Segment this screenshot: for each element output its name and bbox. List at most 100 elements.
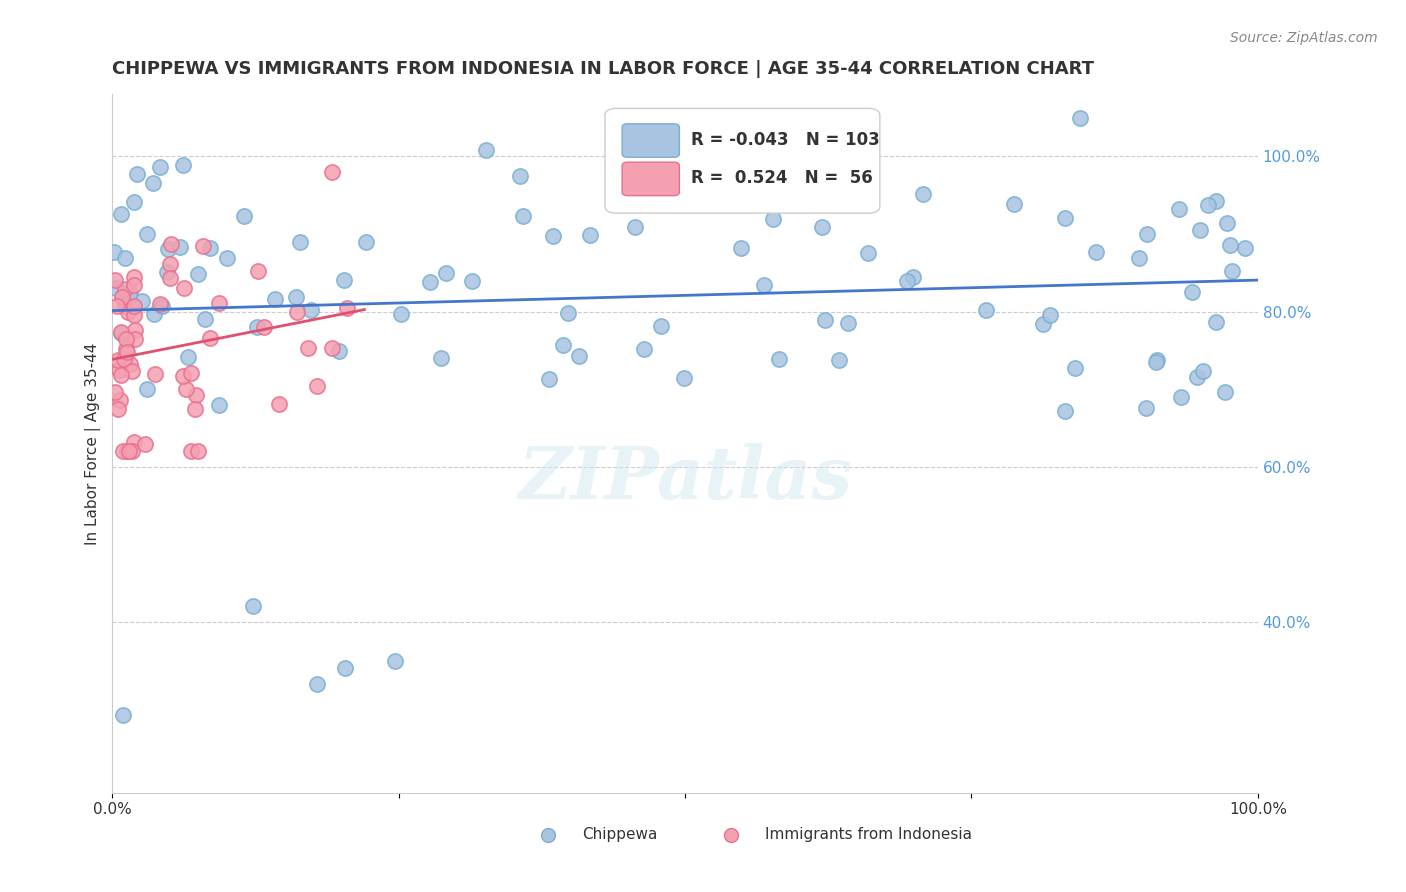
- Point: [124, 332, 146, 346]
- Point: [184, 402, 207, 417]
- Point: [124, 323, 146, 337]
- Point: [110, 207, 132, 221]
- Point: [118, 288, 141, 302]
- Point: [1187, 370, 1209, 384]
- Point: [104, 281, 127, 295]
- Text: Immigrants from Indonesia: Immigrants from Indonesia: [765, 827, 973, 842]
- Point: [1192, 364, 1215, 378]
- Point: [134, 437, 156, 451]
- Point: [434, 267, 457, 281]
- Text: CHIPPEWA VS IMMIGRANTS FROM INDONESIA IN LABOR FORCE | AGE 35-44 CORRELATION CHA: CHIPPEWA VS IMMIGRANTS FROM INDONESIA IN…: [112, 60, 1094, 78]
- Point: [111, 289, 134, 303]
- Point: [1181, 285, 1204, 299]
- Point: [650, 318, 672, 333]
- Point: [198, 241, 221, 255]
- Point: [1213, 384, 1236, 399]
- Point: [623, 219, 645, 234]
- Point: [184, 388, 207, 402]
- Point: [174, 382, 197, 396]
- Point: [1136, 227, 1159, 241]
- Point: [332, 273, 354, 287]
- Point: [828, 353, 851, 368]
- Point: [111, 444, 134, 458]
- Point: [127, 167, 149, 181]
- Point: [172, 158, 194, 172]
- Point: [1128, 252, 1150, 266]
- Point: [1053, 404, 1076, 418]
- Point: [814, 193, 837, 207]
- Point: [104, 273, 127, 287]
- Point: [115, 444, 138, 458]
- Point: [143, 307, 166, 321]
- Point: [122, 298, 145, 312]
- Point: [159, 257, 181, 271]
- Point: [305, 379, 328, 393]
- Point: [124, 434, 146, 449]
- Point: [1233, 241, 1256, 255]
- Point: [107, 401, 129, 416]
- Point: [896, 274, 918, 288]
- Point: [1197, 198, 1219, 212]
- Point: [336, 301, 359, 315]
- Point: [285, 305, 308, 319]
- Point: [384, 654, 406, 668]
- Point: [1144, 355, 1167, 369]
- Point: [1085, 245, 1108, 260]
- Point: [1188, 223, 1211, 237]
- Point: [1170, 390, 1192, 404]
- Point: [253, 320, 276, 334]
- Point: [672, 370, 695, 384]
- Point: [193, 239, 215, 253]
- Point: [553, 338, 575, 352]
- Point: [633, 343, 655, 357]
- Point: [208, 296, 231, 310]
- Point: [173, 281, 195, 295]
- Point: [110, 326, 132, 341]
- Point: [974, 302, 997, 317]
- Point: [122, 309, 145, 323]
- Point: [156, 242, 179, 256]
- Point: [263, 292, 285, 306]
- Point: [156, 265, 179, 279]
- Point: [103, 244, 125, 259]
- Point: [762, 212, 785, 227]
- Point: [557, 306, 579, 320]
- Point: [911, 187, 934, 202]
- Point: [122, 195, 145, 210]
- Point: [305, 677, 328, 691]
- Point: [1168, 202, 1191, 216]
- Point: [114, 281, 136, 295]
- Point: [267, 397, 290, 411]
- Point: [297, 341, 319, 355]
- Point: [131, 294, 153, 309]
- Point: [150, 299, 173, 313]
- Point: [118, 285, 141, 299]
- Point: [837, 316, 859, 330]
- Point: [105, 299, 128, 313]
- Point: [112, 352, 135, 367]
- Point: [149, 160, 172, 174]
- Point: [1032, 317, 1054, 331]
- Point: [730, 241, 752, 255]
- Point: [1064, 361, 1087, 376]
- Point: [114, 252, 136, 266]
- Point: [711, 174, 734, 188]
- Point: [460, 275, 482, 289]
- Point: [1002, 196, 1025, 211]
- Point: [215, 252, 238, 266]
- Point: [778, 175, 800, 189]
- Point: [903, 270, 925, 285]
- Point: [430, 351, 453, 366]
- Point: [111, 289, 134, 303]
- Y-axis label: In Labor Force | Age 35-44: In Labor Force | Age 35-44: [86, 343, 101, 545]
- Point: [1146, 353, 1168, 368]
- Point: [1205, 194, 1227, 208]
- Point: [419, 275, 441, 289]
- Point: [160, 237, 183, 252]
- Point: [187, 267, 209, 281]
- Point: [1216, 216, 1239, 230]
- Point: [198, 331, 221, 345]
- Point: [121, 444, 143, 458]
- Point: [1220, 264, 1243, 278]
- Point: [389, 307, 412, 321]
